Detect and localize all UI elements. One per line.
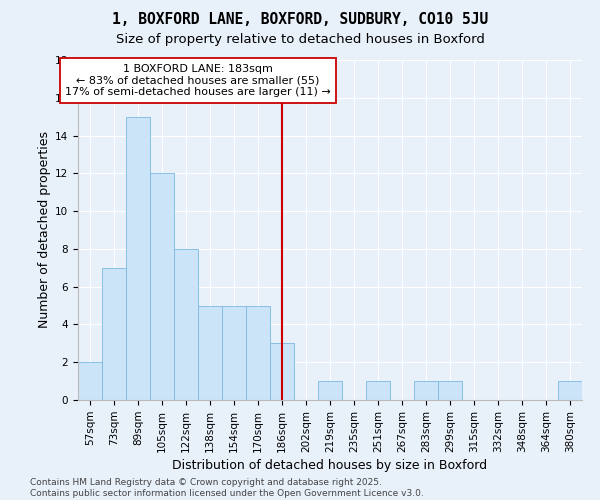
Bar xyxy=(174,249,198,400)
Bar xyxy=(126,116,150,400)
Bar xyxy=(102,268,126,400)
Text: 1, BOXFORD LANE, BOXFORD, SUDBURY, CO10 5JU: 1, BOXFORD LANE, BOXFORD, SUDBURY, CO10 … xyxy=(112,12,488,28)
Bar xyxy=(438,381,462,400)
Bar xyxy=(414,381,438,400)
Bar xyxy=(246,306,270,400)
Bar xyxy=(270,344,294,400)
Bar xyxy=(558,381,582,400)
Text: 1 BOXFORD LANE: 183sqm
← 83% of detached houses are smaller (55)
17% of semi-det: 1 BOXFORD LANE: 183sqm ← 83% of detached… xyxy=(65,64,331,97)
Text: Contains HM Land Registry data © Crown copyright and database right 2025.
Contai: Contains HM Land Registry data © Crown c… xyxy=(30,478,424,498)
Bar xyxy=(222,306,246,400)
Bar xyxy=(150,174,174,400)
Bar xyxy=(198,306,222,400)
Y-axis label: Number of detached properties: Number of detached properties xyxy=(38,132,51,328)
Bar xyxy=(366,381,390,400)
Bar xyxy=(78,362,102,400)
Text: Size of property relative to detached houses in Boxford: Size of property relative to detached ho… xyxy=(116,32,484,46)
Bar xyxy=(318,381,342,400)
X-axis label: Distribution of detached houses by size in Boxford: Distribution of detached houses by size … xyxy=(172,459,488,472)
